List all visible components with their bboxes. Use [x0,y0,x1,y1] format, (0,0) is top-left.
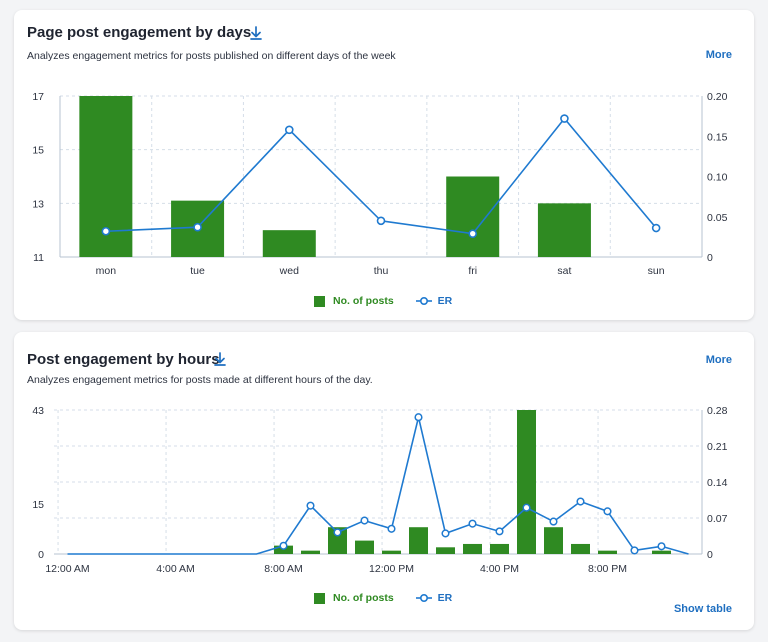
more-link[interactable]: More [705,49,732,61]
legend-bar-label: No. of posts [333,295,394,307]
er-point-hour-19 [576,497,585,506]
y-right-tick-label: 0.14 [707,477,728,489]
x-tick-label: 12:00 PM [369,563,414,575]
legend-line-label: ER [437,295,453,307]
er-point-hour-20 [603,507,612,516]
bar-hour-17 [517,410,536,554]
er-point-hour-18 [549,517,558,526]
x-tick-label: mon [96,265,117,277]
bar-sat [537,203,591,257]
x-tick-label: 4:00 PM [480,563,519,575]
x-tick-label: fri [468,265,477,277]
bar-hour-19 [571,543,590,554]
er-point-hour-14 [441,529,450,538]
days-engagement-card: Page post engagement by days Analyzes en… [14,10,754,320]
y-left-tick-label: 11 [33,252,44,264]
y-left-tick-label: 15 [32,499,44,511]
bar-hour-14 [436,547,455,554]
er-point-sun [651,223,661,233]
days-engagement-chart: 11 13 15 17 0 0.05 0.10 0.15 0.20 mon tue wed thu fri… [32,91,728,277]
hours-chart-subtitle: Analyzes engagement metrics for posts ma… [27,374,373,386]
bar-hour-11 [355,540,374,554]
er-point-sat [560,114,569,123]
hours-engagement-card: Post engagement by hours Analyzes engage… [14,332,754,630]
x-tick-label: thu [374,265,389,277]
days-legend: No. of posts ER [314,295,452,307]
bar-hour-18 [544,527,563,554]
more-link[interactable]: More [705,354,732,366]
y-right-tick-label: 0.10 [707,172,728,184]
er-point-hour-12 [387,524,396,533]
x-tick-label: 12:00 AM [45,563,89,575]
download-icon[interactable] [212,351,228,372]
download-icon[interactable] [248,25,264,46]
er-point-mon [101,226,111,236]
er-point-fri [468,229,478,238]
x-tick-label: sat [557,265,571,277]
y-left-tick-label: 13 [32,198,44,210]
er-point-wed [284,125,294,135]
bar-hour-12 [382,550,401,554]
x-tick-label: 8:00 PM [588,563,627,575]
hours-engagement-chart: 0 0.07 0.14 0.21 0.28 0 15 43 12:00 AM 4:00 AM 8:0… [32,405,728,575]
y-left-tick-label: 0 [38,549,44,561]
days-chart-subtitle: Analyzes engagement metrics for posts pu… [27,50,396,62]
er-point-hour-9 [306,501,315,510]
bar-hour-13 [409,527,428,554]
bar-fri [446,176,500,257]
x-tick-label: wed [279,265,299,277]
er-point-hour-8 [279,541,288,550]
er-point-hour-11 [360,516,369,525]
er-point-tue [193,222,202,232]
hours-legend: No. of posts ER [314,592,452,604]
bar-hour-20 [598,550,617,554]
legend-line-swatch [415,296,432,306]
y-left-tick-label: 15 [32,145,44,157]
x-tick-label: sun [648,265,665,277]
bar-wed [262,230,316,257]
legend-bar-label: No. of posts [333,592,394,604]
y-right-tick-label: 0.21 [707,441,728,453]
legend-line-label: ER [437,592,453,604]
days-chart-title: Page post engagement by days [27,24,252,41]
bar-hour-16 [490,543,509,554]
er-point-hour-15 [468,519,477,528]
x-tick-label: 8:00 AM [264,563,303,575]
y-left-tick-label: 43 [32,405,44,417]
er-point-thu [376,216,386,226]
er-point-hour-21 [630,546,639,555]
legend-line-swatch [415,593,432,603]
x-tick-label: tue [190,265,205,277]
y-left-tick-label: 17 [32,91,44,103]
legend-bar-swatch [314,295,325,307]
y-right-tick-label: 0.05 [707,212,728,224]
er-point-hour-17 [522,503,531,512]
er-point-hour-10 [333,528,342,537]
bar-hour-15 [463,543,482,554]
x-tick-label: 4:00 AM [156,563,195,575]
y-right-tick-label: 0 [707,252,713,264]
hours-chart-title: Post engagement by hours [27,351,220,368]
er-point-hour-16 [495,527,504,536]
er-point-hour-22 [657,542,666,551]
y-right-tick-label: 0.15 [707,131,728,143]
show-table-link[interactable]: Show table [673,603,732,615]
bar-hour-9 [301,550,320,554]
y-right-tick-label: 0.20 [707,91,728,103]
legend-bar-swatch [314,592,325,604]
bar-hour-10 [328,527,347,554]
y-right-tick-label: 0.07 [707,513,728,525]
y-right-tick-label: 0.28 [707,405,728,417]
er-point-hour-13 [414,413,423,422]
bar-hour-22 [652,550,671,554]
y-right-tick-label: 0 [707,549,713,561]
er-line [67,417,689,555]
